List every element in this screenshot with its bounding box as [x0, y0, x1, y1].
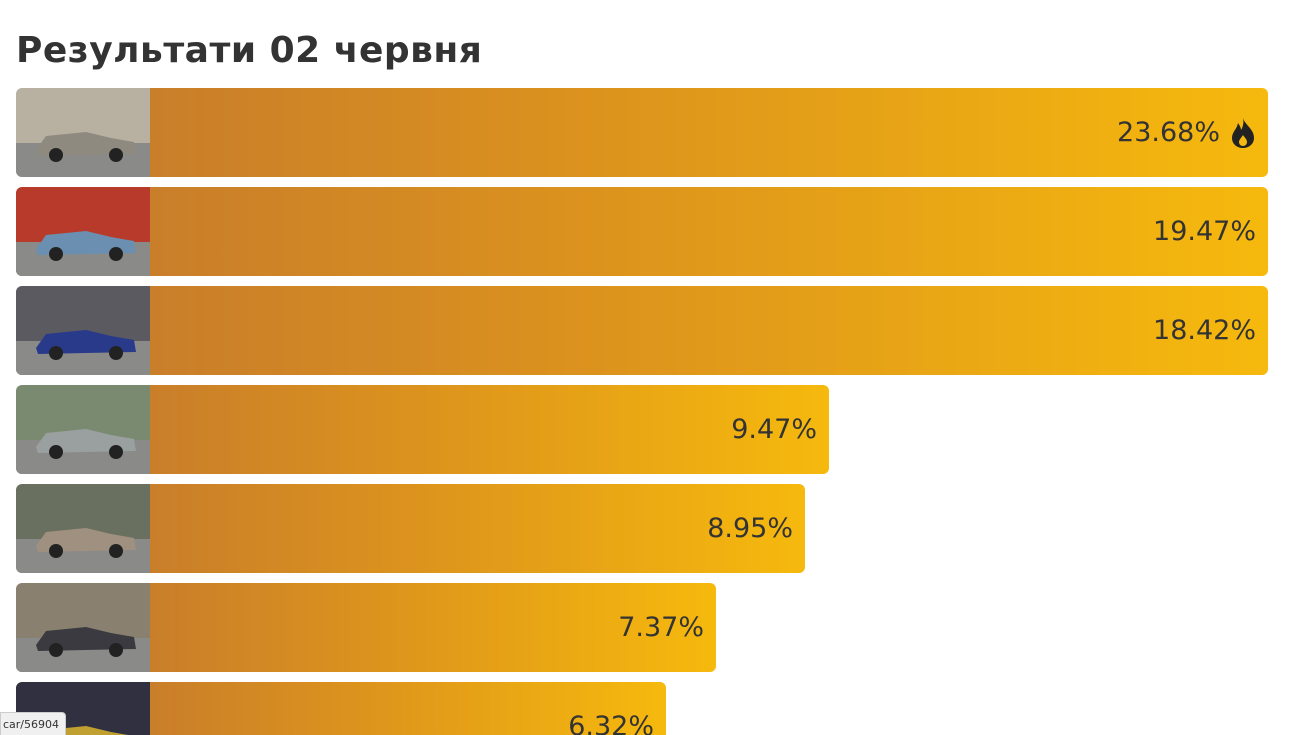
result-bar: 9.47%: [150, 385, 829, 474]
result-bar: 7.37%: [150, 583, 716, 672]
hot-icon: [1232, 117, 1254, 148]
result-row[interactable]: 9.47%: [16, 385, 829, 474]
result-bar: 18.42%: [150, 286, 1268, 375]
page-title: Результати 02 червня: [16, 30, 483, 71]
result-percent: 6.32%: [568, 711, 654, 735]
car-photo[interactable]: [16, 484, 150, 573]
result-row[interactable]: 6.32%: [16, 682, 666, 735]
car-photo-image: [16, 187, 150, 276]
car-photo-image: [16, 88, 150, 177]
car-photo[interactable]: [16, 583, 150, 672]
result-bar: 8.95%: [150, 484, 805, 573]
result-row[interactable]: 8.95%: [16, 484, 805, 573]
car-photo-image: [16, 286, 150, 375]
car-photo-image: [16, 385, 150, 474]
result-row[interactable]: 23.68%: [16, 88, 1268, 177]
car-photo[interactable]: [16, 385, 150, 474]
result-row[interactable]: 18.42%: [16, 286, 1268, 375]
result-bar: 6.32%: [150, 682, 666, 735]
result-bar: 19.47%: [150, 187, 1268, 276]
result-bar: 23.68%: [150, 88, 1268, 177]
car-photo[interactable]: [16, 187, 150, 276]
result-percent: 19.47%: [1153, 216, 1256, 247]
status-url: car/56904: [0, 712, 67, 735]
car-photo[interactable]: [16, 88, 150, 177]
result-row[interactable]: 7.37%: [16, 583, 716, 672]
result-percent: 8.95%: [707, 513, 793, 544]
result-percent: 7.37%: [618, 612, 704, 643]
car-photo[interactable]: [16, 286, 150, 375]
car-photo-image: [16, 484, 150, 573]
car-photo-image: [16, 583, 150, 672]
result-percent: 18.42%: [1153, 315, 1256, 346]
result-percent: 23.68%: [1117, 117, 1220, 148]
result-row[interactable]: 19.47%: [16, 187, 1268, 276]
result-percent: 9.47%: [731, 414, 817, 445]
